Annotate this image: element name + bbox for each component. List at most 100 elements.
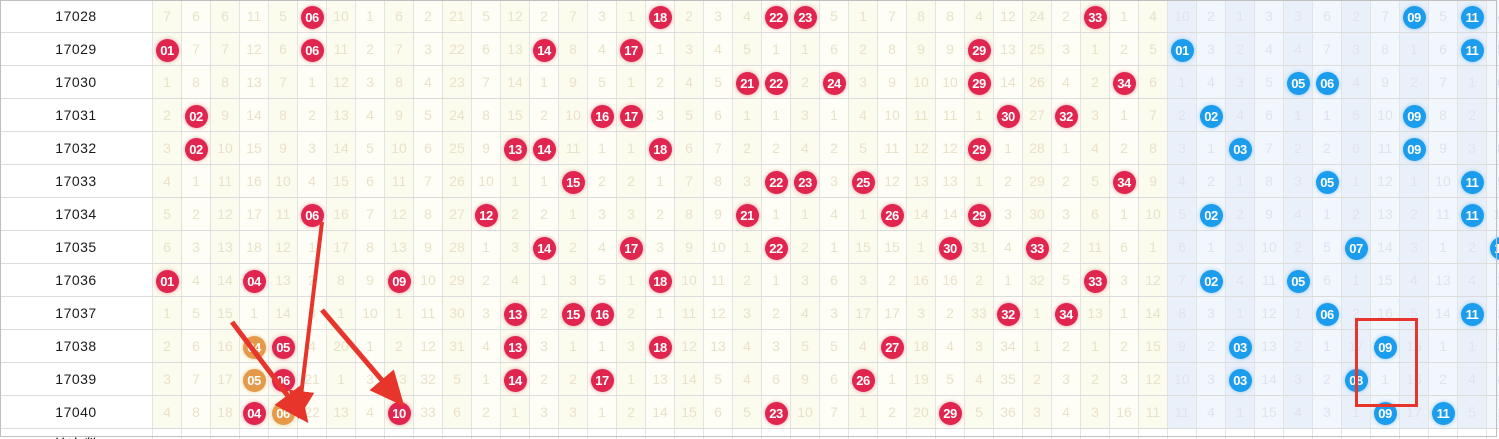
red-cell[interactable]: 2 xyxy=(761,131,791,165)
blue-cell[interactable]: 17 xyxy=(1341,329,1371,363)
red-cell[interactable]: 12 xyxy=(384,197,414,231)
red-cell[interactable]: 2 xyxy=(558,230,588,264)
blue-cell[interactable]: 11 xyxy=(1254,263,1284,297)
red-cell[interactable]: 31 xyxy=(442,329,472,363)
red-cell[interactable]: 13 xyxy=(500,32,530,66)
red-cell[interactable]: 10 xyxy=(703,230,733,264)
red-cell[interactable]: 1 xyxy=(645,296,675,330)
red-cell[interactable]: 10 xyxy=(413,263,443,297)
red-cell[interactable]: 11 xyxy=(1080,230,1110,264)
red-cell[interactable]: 11 xyxy=(877,131,907,165)
red-cell[interactable]: 6 xyxy=(819,263,849,297)
red-cell[interactable]: 2 xyxy=(935,296,965,330)
blue-cell[interactable]: 7 xyxy=(1428,65,1458,99)
red-cell[interactable]: 3 xyxy=(616,197,646,231)
red-cell[interactable]: 29 xyxy=(964,197,994,231)
blue-cell[interactable]: 8 xyxy=(1428,98,1458,132)
red-cell[interactable]: 3 xyxy=(732,164,762,198)
red-cell[interactable]: 3 xyxy=(1109,263,1139,297)
red-cell[interactable]: 4 xyxy=(732,329,762,363)
red-cell[interactable]: 5 xyxy=(819,329,849,363)
red-cell[interactable]: 2 xyxy=(616,395,646,429)
blue-cell[interactable]: 1 xyxy=(1486,395,1499,429)
red-cell[interactable]: 2 xyxy=(993,164,1023,198)
blue-cell[interactable]: 11 xyxy=(1428,395,1458,429)
red-cell[interactable]: 23 xyxy=(761,395,791,429)
red-cell[interactable]: 13 xyxy=(500,131,530,165)
period-label[interactable]: 17038 xyxy=(0,329,153,363)
red-cell[interactable]: 5 xyxy=(587,65,617,99)
red-cell[interactable]: 12 xyxy=(500,0,530,33)
red-cell[interactable]: 6 xyxy=(181,329,211,363)
red-cell[interactable]: 21 xyxy=(442,0,472,33)
red-cell[interactable]: 4 xyxy=(355,395,385,429)
red-cell[interactable]: 9 xyxy=(268,131,298,165)
red-cell[interactable]: 1 xyxy=(355,329,385,363)
red-cell[interactable]: 12 xyxy=(471,197,501,231)
red-cell[interactable]: 06 xyxy=(297,197,327,231)
blue-cell[interactable]: 14 xyxy=(1370,230,1400,264)
red-cell[interactable]: 13 xyxy=(239,65,269,99)
red-cell[interactable]: 14 xyxy=(529,230,559,264)
red-cell[interactable]: 5 xyxy=(1080,164,1110,198)
blue-cell[interactable]: 1 xyxy=(1341,164,1371,198)
red-cell[interactable]: 11 xyxy=(703,263,733,297)
red-cell[interactable]: 5 xyxy=(442,362,472,396)
red-cell[interactable]: 01 xyxy=(152,32,182,66)
blue-cell[interactable]: 12 xyxy=(1254,296,1284,330)
red-cell[interactable]: 1 xyxy=(616,131,646,165)
blue-cell[interactable]: 1 xyxy=(1399,164,1429,198)
red-cell[interactable]: 1 xyxy=(761,32,791,66)
red-cell[interactable]: 2 xyxy=(761,296,791,330)
red-cell[interactable]: 2 xyxy=(471,263,501,297)
red-cell[interactable]: 11 xyxy=(384,164,414,198)
red-cell[interactable]: 2 xyxy=(616,164,646,198)
blue-cell[interactable]: 3 xyxy=(1457,131,1487,165)
red-cell[interactable]: 32 xyxy=(1051,98,1081,132)
blue-cell[interactable]: 09 xyxy=(1399,131,1429,165)
red-cell[interactable]: 1 xyxy=(297,65,327,99)
red-cell[interactable]: 12 xyxy=(413,329,443,363)
red-cell[interactable]: 29 xyxy=(1022,164,1052,198)
red-cell[interactable]: 18 xyxy=(645,329,675,363)
red-cell[interactable]: 11 xyxy=(935,98,965,132)
red-cell[interactable]: 9 xyxy=(1138,164,1168,198)
red-cell[interactable]: 4 xyxy=(587,32,617,66)
blue-cell[interactable]: 03 xyxy=(1225,362,1255,396)
red-cell[interactable]: 3 xyxy=(703,0,733,33)
red-cell[interactable]: 6 xyxy=(413,131,443,165)
red-cell[interactable]: 10 xyxy=(674,263,704,297)
red-cell[interactable]: 6 xyxy=(1109,230,1139,264)
blue-cell[interactable]: 4 xyxy=(1486,0,1499,33)
red-cell[interactable]: 34 xyxy=(993,329,1023,363)
red-cell[interactable]: 13 xyxy=(935,164,965,198)
red-cell[interactable]: 10 xyxy=(355,296,385,330)
red-cell[interactable]: 2 xyxy=(1051,329,1081,363)
red-cell[interactable]: 2 xyxy=(645,65,675,99)
red-cell[interactable]: 16 xyxy=(326,197,356,231)
red-cell[interactable]: 3 xyxy=(558,395,588,429)
red-cell[interactable]: 8 xyxy=(703,164,733,198)
blue-cell[interactable]: 5 xyxy=(1486,32,1499,66)
red-cell[interactable]: 1 xyxy=(993,263,1023,297)
blue-cell[interactable]: 2 xyxy=(1457,230,1487,264)
red-cell[interactable]: 1 xyxy=(1109,98,1139,132)
red-cell[interactable]: 13 xyxy=(906,164,936,198)
red-cell[interactable]: 3 xyxy=(1022,395,1052,429)
red-cell[interactable]: 32 xyxy=(993,296,1023,330)
red-cell[interactable]: 10 xyxy=(558,98,588,132)
red-cell[interactable]: 3 xyxy=(558,263,588,297)
red-cell[interactable]: 33 xyxy=(413,395,443,429)
red-cell[interactable]: 7 xyxy=(181,32,211,66)
red-cell[interactable]: 2 xyxy=(152,329,182,363)
blue-cell[interactable]: 15 xyxy=(1399,329,1429,363)
red-cell[interactable]: 1 xyxy=(529,65,559,99)
red-cell[interactable]: 4 xyxy=(297,329,327,363)
red-cell[interactable]: 12 xyxy=(210,197,240,231)
blue-cell[interactable]: 16 xyxy=(1399,362,1429,396)
red-cell[interactable]: 2 xyxy=(790,65,820,99)
blue-cell[interactable]: 3 xyxy=(1312,395,1342,429)
red-cell[interactable]: 5 xyxy=(1138,32,1168,66)
red-cell[interactable]: 5 xyxy=(355,131,385,165)
red-cell[interactable]: 1 xyxy=(587,329,617,363)
